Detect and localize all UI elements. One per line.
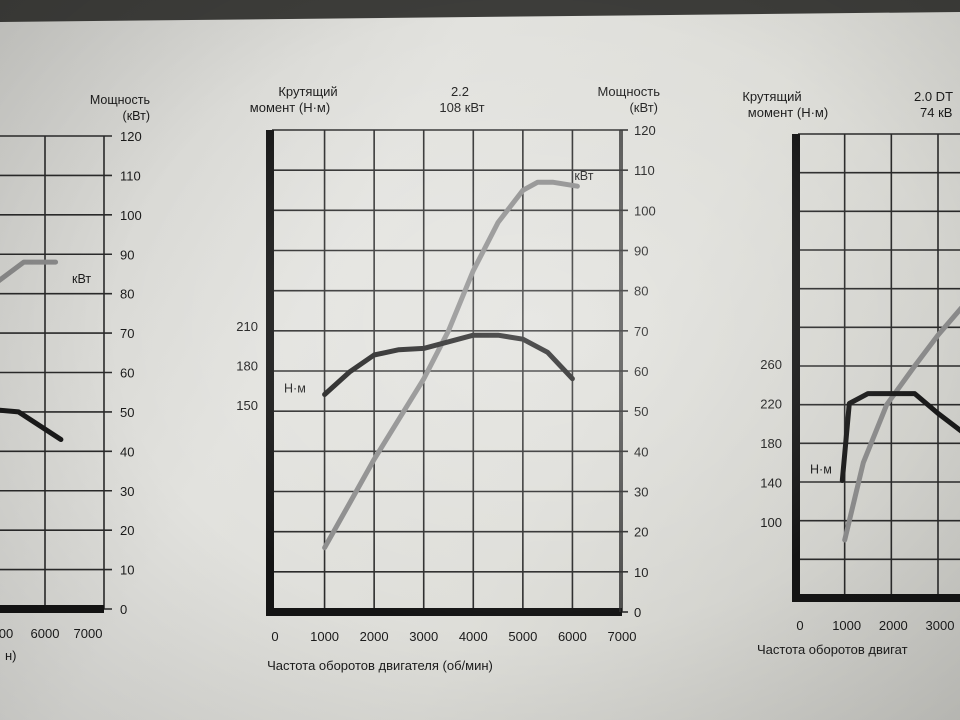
- center-x-tick-label: 7000: [608, 629, 637, 644]
- center-power-curve: [322, 179, 580, 551]
- left-x-tick-label: 7000: [74, 626, 103, 641]
- left-x-tick-label: 6000: [31, 626, 60, 641]
- left-xlabel-fragment: н): [5, 648, 17, 663]
- right-left-tick-label: 140: [760, 476, 782, 491]
- right-x-tick-label: 3000: [926, 618, 955, 633]
- left-torque-curve: [0, 407, 64, 442]
- center-right-axis-label-line2: (кВт): [629, 100, 658, 115]
- left-right-axis-label-line1: Мощность: [90, 93, 150, 107]
- right-left-tick-label: 180: [760, 436, 782, 451]
- right-subtitle: 74 кВ: [920, 105, 952, 120]
- center-torque-curve: [322, 332, 575, 397]
- center-xlabel: Частота оборотов двигателя (об/мин): [267, 658, 493, 673]
- left-right-tick-label: 120: [120, 129, 142, 144]
- center-bottom-border: [266, 608, 622, 616]
- center-x-tick-label: 0: [271, 629, 278, 644]
- center-right-tick-label: 50: [634, 404, 648, 419]
- center-right-axis-label-line1: Мощность: [597, 84, 660, 99]
- center-left-tick-label: 210: [236, 319, 258, 334]
- right-left-border: [792, 134, 800, 602]
- center-chart: 0 10 20 30 40 50 60 70 80 90 100 110 120 150 180 210 0 10…: [236, 123, 655, 644]
- center-right-tick-label: 90: [634, 244, 648, 259]
- center-right-tick-label: 10: [634, 565, 648, 580]
- center-right-tick-label: 0: [634, 605, 641, 620]
- center-right-tick-label: 120: [634, 123, 656, 138]
- right-left-tick-label: 220: [760, 397, 782, 412]
- left-bottom-border: [0, 605, 104, 613]
- right-left-axis-label-line1: Крутящий: [742, 89, 801, 104]
- left-power-series-label: кВт: [72, 272, 91, 286]
- center-x-tick-label: 1000: [310, 629, 339, 644]
- right-bottom-border: [792, 594, 960, 602]
- right-x-tick-label: 0: [796, 618, 803, 633]
- center-right-tick-label: 40: [634, 444, 648, 459]
- right-left-axis-label-line2: момент (Н·м): [748, 105, 828, 120]
- right-torque-curve: [839, 391, 960, 483]
- left-right-tick-label: 20: [120, 523, 134, 538]
- center-right-tick-label: 30: [634, 485, 648, 500]
- left-partial-chart: 0 10 20 30 40 50 60 70 80 90 100 110 120 00 6000 7000 кВ…: [0, 129, 142, 641]
- left-right-tick-label: 0: [120, 602, 127, 617]
- left-right-tick-label: 30: [120, 484, 134, 499]
- center-right-tick-label: 70: [634, 324, 648, 339]
- center-x-tick-label: 6000: [558, 629, 587, 644]
- left-x-tick-label: 00: [0, 626, 13, 641]
- right-title: 2.0 DT: [914, 89, 953, 104]
- right-xlabel: Частота оборотов двигат: [757, 642, 908, 657]
- center-x-tick-label: 2000: [360, 629, 389, 644]
- center-left-tick-label: 150: [236, 398, 258, 413]
- right-torque-series-label: Н·м: [810, 463, 832, 477]
- center-right-tick-label: 20: [634, 525, 648, 540]
- center-x-tick-label: 4000: [459, 629, 488, 644]
- center-left-tick-label: 180: [236, 359, 258, 374]
- center-title: 2.2: [451, 84, 469, 99]
- center-torque-series-label: Н·м: [284, 381, 306, 395]
- right-power-curve: [842, 305, 960, 543]
- right-partial-chart: 100 140 180 220 260 0 1000 2000 3000 Н·м: [760, 133, 960, 633]
- left-right-tick-label: 40: [120, 444, 134, 459]
- center-x-tick-label: 5000: [508, 629, 537, 644]
- center-x-tick-label: 3000: [409, 629, 438, 644]
- right-x-tick-label: 2000: [879, 618, 908, 633]
- center-left-border: [266, 130, 274, 612]
- left-right-tick-label: 50: [120, 405, 134, 420]
- left-right-tick-label: 110: [120, 168, 141, 183]
- center-left-axis-label-line2: момент (Н·м): [250, 100, 330, 115]
- left-right-tick-label: 70: [120, 326, 134, 341]
- center-right-tick-label: 60: [634, 364, 648, 379]
- center-right-tick-label: 80: [634, 284, 648, 299]
- left-power-curve: [0, 259, 59, 283]
- left-right-axis-label-line2: (кВт): [123, 109, 150, 123]
- center-right-tick-label: 100: [634, 203, 656, 218]
- left-right-tick-label: 100: [120, 208, 142, 223]
- left-right-tick-label: 10: [120, 563, 134, 578]
- center-subtitle: 108 кВт: [439, 100, 484, 115]
- left-right-tick-label: 60: [120, 366, 134, 381]
- left-right-tick-label: 90: [120, 247, 134, 262]
- left-right-tick-label: 80: [120, 287, 134, 302]
- right-x-tick-label: 1000: [832, 618, 861, 633]
- right-left-tick-label: 260: [760, 357, 782, 372]
- right-left-tick-label: 100: [760, 515, 782, 530]
- center-left-axis-label-line1: Крутящий: [278, 84, 337, 99]
- center-right-tick-label: 110: [634, 163, 655, 178]
- center-power-series-label: кВт: [574, 169, 593, 183]
